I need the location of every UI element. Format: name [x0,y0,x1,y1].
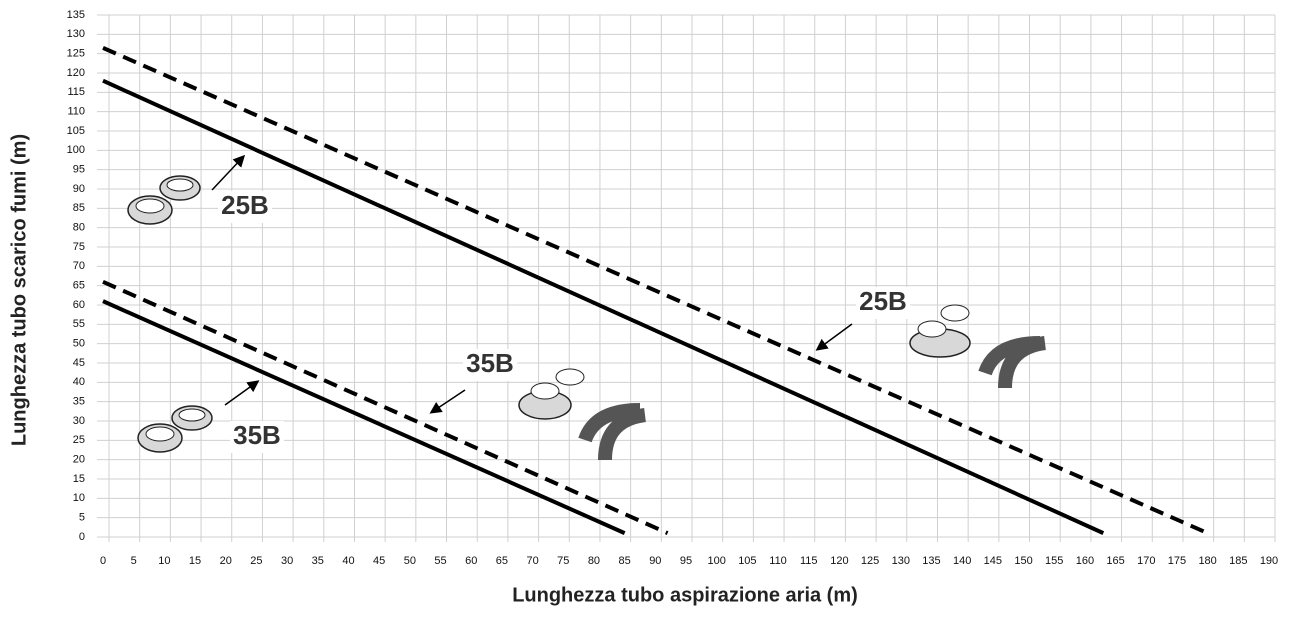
y-tick-label: 95 [73,164,85,176]
annotation-arrow [429,389,466,414]
x-tick-label: 10 [158,555,170,567]
y-tick-label: 70 [73,260,85,272]
x-tick-label: 25 [250,555,262,567]
x-tick-label: 125 [861,555,879,567]
annotation-bg [230,421,284,453]
y-tick-label: 100 [67,144,85,156]
y-tick-label: 5 [79,512,85,524]
x-tick-label: 165 [1106,555,1124,567]
y-tick-label: 135 [67,9,85,21]
y-axis-title: Lunghezza tubo scarico fumi (m) [8,134,30,446]
x-tick-label: 130 [892,555,910,567]
x-tick-label: 35 [312,555,324,567]
x-tick-label: 160 [1076,555,1094,567]
y-tick-label: 85 [73,202,85,214]
y-tick-label: 120 [67,67,85,79]
y-tick-label: 15 [73,473,85,485]
y-tick-label: 65 [73,280,85,292]
annotation-arrow [211,154,246,191]
y-tick-label: 125 [67,48,85,60]
annotation-arrow [815,323,853,351]
y-tick-label: 115 [67,86,85,98]
x-tick-label: 150 [1014,555,1032,567]
x-tick-label: 95 [680,555,692,567]
x-tick-label: 100 [708,555,726,567]
y-tick-label: 80 [73,222,85,234]
y-tick-label: 40 [73,376,85,388]
x-tick-label: 55 [434,555,446,567]
series-line [102,299,626,535]
x-tick-label: 80 [588,555,600,567]
x-tick-label: 75 [557,555,569,567]
x-tick-label: 170 [1137,555,1155,567]
x-tick-label: 155 [1045,555,1063,567]
x-tick-label: 115 [800,555,818,567]
y-tick-label: 10 [73,492,85,504]
y-tick-label: 35 [73,396,85,408]
x-tick-label: 20 [220,555,232,567]
x-tick-label: 70 [526,555,538,567]
series-label: 35B [466,348,514,378]
x-axis-title: Lunghezza tubo aspirazione aria (m) [512,584,858,606]
x-tick-label: 135 [922,555,940,567]
x-tick-label: 40 [342,555,354,567]
x-tick-label: 110 [769,555,787,567]
y-tick-label: 55 [73,318,85,330]
x-tick-label: 15 [189,555,201,567]
x-tick-label: 5 [131,555,137,567]
annotation-bg [218,191,272,223]
x-tick-label: 50 [404,555,416,567]
x-tick-label: 185 [1229,555,1247,567]
x-tick-label: 120 [830,555,848,567]
y-tick-label: 20 [73,454,85,466]
grid [97,14,1276,542]
x-tick-label: 0 [100,555,106,567]
y-tick-label: 45 [73,357,85,369]
y-tick-label: 50 [73,338,85,350]
series-label: 35B [233,420,281,450]
series-line [102,279,669,535]
x-tick-label: 85 [619,555,631,567]
y-tick-label: 25 [73,434,85,446]
y-tick-label: 90 [73,183,85,195]
series-line [102,78,1105,535]
y-tick-label: 75 [73,241,85,253]
y-tick-label: 60 [73,299,85,311]
x-tick-label: 65 [496,555,508,567]
fitting-icons [127,175,1047,461]
annotation-bg [463,349,517,381]
series-line [102,46,1209,535]
x-tick-label: 60 [465,555,477,567]
series-label: 25B [859,286,907,316]
x-tick-label: 140 [953,555,971,567]
y-tick-label: 0 [79,531,85,543]
y-tick-label: 30 [73,415,85,427]
x-tick-label: 175 [1168,555,1186,567]
x-tick-label: 45 [373,555,385,567]
y-tick-label: 105 [67,125,85,137]
x-tick-label: 30 [281,555,293,567]
x-tick-label: 90 [649,555,661,567]
y-tick-label: 130 [67,28,85,40]
x-tick-label: 190 [1260,555,1278,567]
series-label: 25B [221,190,269,220]
annotation-arrow [224,380,260,406]
x-tick-label: 145 [984,555,1002,567]
x-tick-label: 105 [738,555,756,567]
x-tick-label: 180 [1198,555,1216,567]
annotation-bg [856,287,910,319]
y-tick-label: 110 [67,106,85,118]
